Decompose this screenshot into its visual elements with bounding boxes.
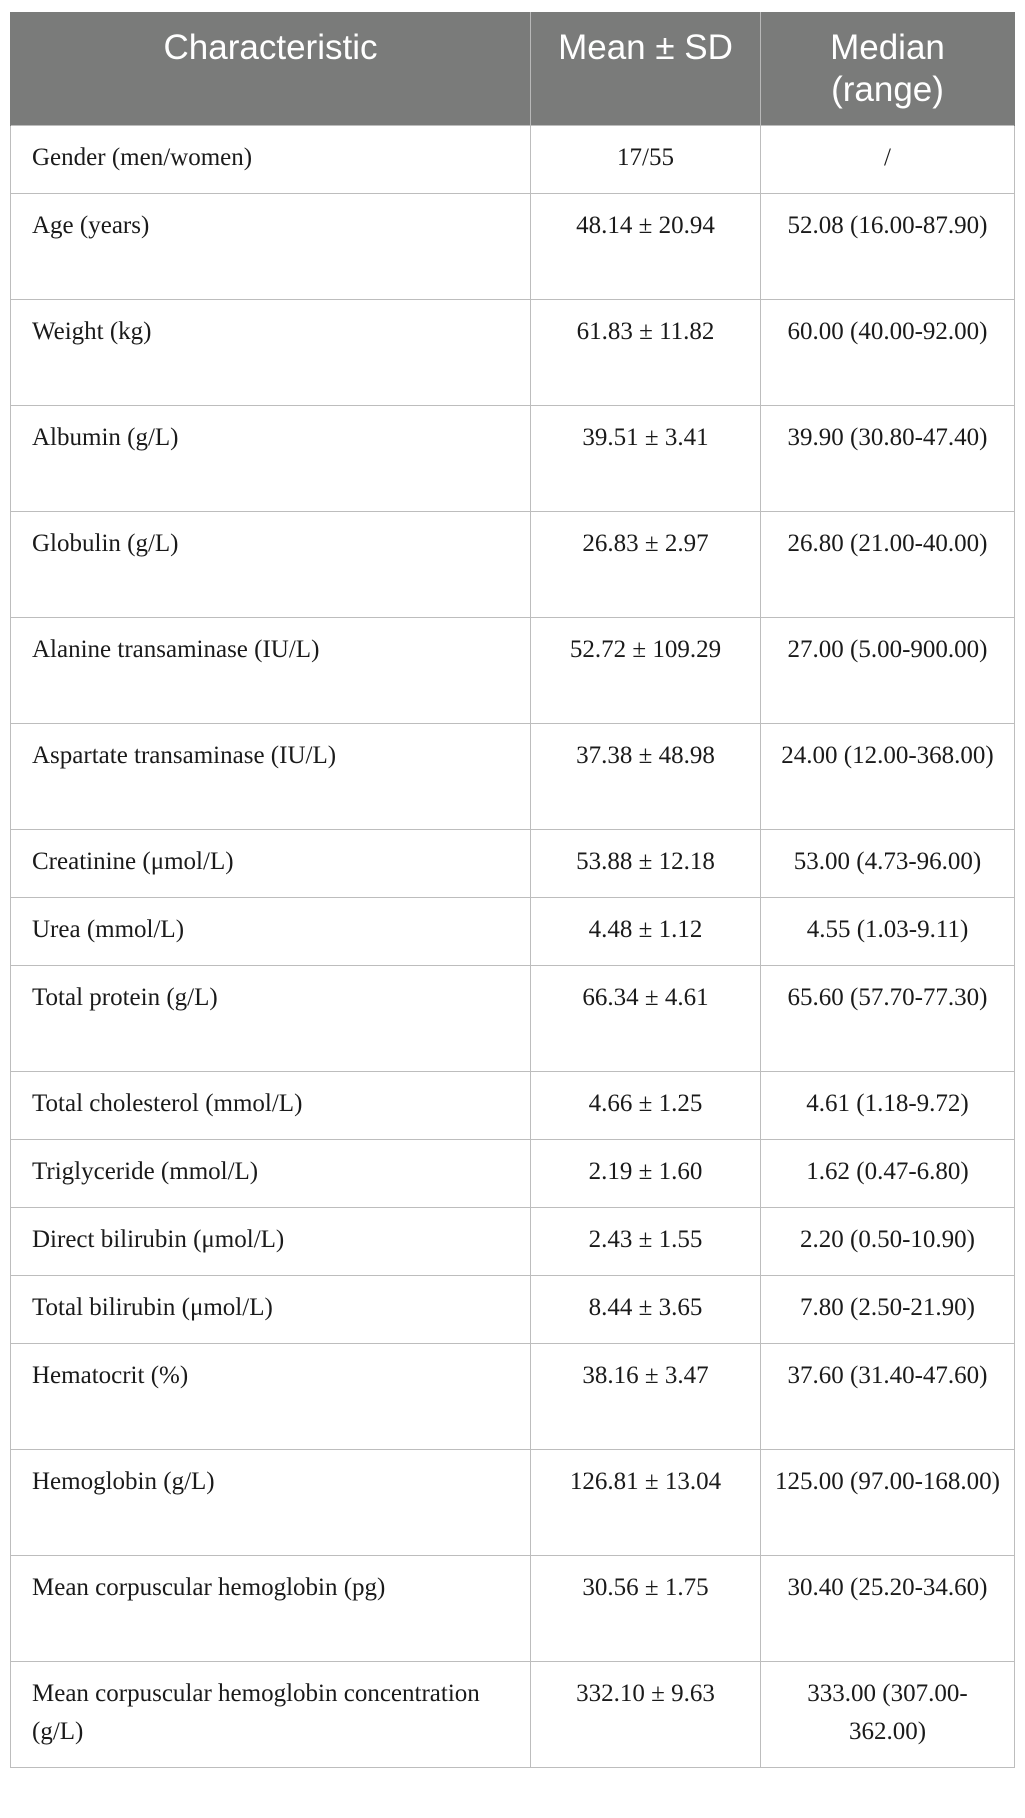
row-characteristic: Weight (kg) — [10, 299, 531, 406]
row-mean-sd: 37.38 ± 48.98 — [530, 723, 761, 830]
table-row: Albumin (g/L) 39.51 ± 3.41 39.90 (30.80-… — [10, 405, 1015, 512]
row-median-range: 333.00 (307.00-362.00) — [760, 1661, 1015, 1768]
row-mean-sd: 52.72 ± 109.29 — [530, 617, 761, 724]
row-mean-sd: 39.51 ± 3.41 — [530, 405, 761, 512]
row-mean-sd: 26.83 ± 2.97 — [530, 511, 761, 618]
row-median-range: 26.80 (21.00-40.00) — [760, 511, 1015, 618]
row-characteristic: Creatinine (μmol/L) — [10, 829, 531, 898]
row-median-range: 27.00 (5.00-900.00) — [760, 617, 1015, 724]
row-median-range: 65.60 (57.70-77.30) — [760, 965, 1015, 1072]
table-row: Urea (mmol/L) 4.48 ± 1.12 4.55 (1.03-9.1… — [10, 897, 1015, 966]
row-characteristic: Triglyceride (mmol/L) — [10, 1139, 531, 1208]
table-row: Creatinine (μmol/L) 53.88 ± 12.18 53.00 … — [10, 829, 1015, 898]
table-row: Hematocrit (%) 38.16 ± 3.47 37.60 (31.40… — [10, 1343, 1015, 1450]
row-characteristic: Total protein (g/L) — [10, 965, 531, 1072]
table-row: Mean corpuscular hemoglobin concentratio… — [10, 1661, 1015, 1768]
table-row: Total bilirubin (μmol/L) 8.44 ± 3.65 7.8… — [10, 1275, 1015, 1344]
row-characteristic: Aspartate transaminase (IU/L) — [10, 723, 531, 830]
row-median-range: 30.40 (25.20-34.60) — [760, 1555, 1015, 1662]
row-characteristic: Hemoglobin (g/L) — [10, 1449, 531, 1556]
row-median-range: 2.20 (0.50-10.90) — [760, 1207, 1015, 1276]
row-median-range: / — [760, 125, 1015, 194]
header-mean-sd: Mean ± SD — [530, 12, 761, 126]
row-characteristic: Albumin (g/L) — [10, 405, 531, 512]
table-header: Characteristic Mean ± SD Median (range) — [10, 12, 1015, 126]
row-mean-sd: 38.16 ± 3.47 — [530, 1343, 761, 1450]
row-median-range: 37.60 (31.40-47.60) — [760, 1343, 1015, 1450]
row-mean-sd: 66.34 ± 4.61 — [530, 965, 761, 1072]
row-characteristic: Mean corpuscular hemoglobin concentratio… — [10, 1661, 531, 1768]
row-median-range: 4.61 (1.18-9.72) — [760, 1071, 1015, 1140]
table-row: Globulin (g/L) 26.83 ± 2.97 26.80 (21.00… — [10, 511, 1015, 618]
row-mean-sd: 17/55 — [530, 125, 761, 194]
row-characteristic: Globulin (g/L) — [10, 511, 531, 618]
row-mean-sd: 61.83 ± 11.82 — [530, 299, 761, 406]
row-median-range: 53.00 (4.73-96.00) — [760, 829, 1015, 898]
table-body: Gender (men/women) 17/55 / Age (years) 4… — [10, 125, 1015, 1768]
table-row: Hemoglobin (g/L) 126.81 ± 13.04 125.00 (… — [10, 1449, 1015, 1556]
row-mean-sd: 332.10 ± 9.63 — [530, 1661, 761, 1768]
row-characteristic: Mean corpuscular hemoglobin (pg) — [10, 1555, 531, 1662]
row-characteristic: Hematocrit (%) — [10, 1343, 531, 1450]
row-mean-sd: 30.56 ± 1.75 — [530, 1555, 761, 1662]
header-row: Characteristic Mean ± SD Median (range) — [10, 12, 1015, 126]
row-median-range: 1.62 (0.47-6.80) — [760, 1139, 1015, 1208]
row-median-range: 7.80 (2.50-21.90) — [760, 1275, 1015, 1344]
row-median-range: 125.00 (97.00-168.00) — [760, 1449, 1015, 1556]
row-mean-sd: 4.48 ± 1.12 — [530, 897, 761, 966]
row-mean-sd: 8.44 ± 3.65 — [530, 1275, 761, 1344]
characteristics-table: Characteristic Mean ± SD Median (range) … — [10, 12, 1015, 1768]
row-characteristic: Age (years) — [10, 193, 531, 300]
table-row: Aspartate transaminase (IU/L) 37.38 ± 48… — [10, 723, 1015, 830]
row-characteristic: Urea (mmol/L) — [10, 897, 531, 966]
table-row: Age (years) 48.14 ± 20.94 52.08 (16.00-8… — [10, 193, 1015, 300]
row-mean-sd: 48.14 ± 20.94 — [530, 193, 761, 300]
table-row: Weight (kg) 61.83 ± 11.82 60.00 (40.00-9… — [10, 299, 1015, 406]
row-characteristic: Total bilirubin (μmol/L) — [10, 1275, 531, 1344]
table-row: Triglyceride (mmol/L) 2.19 ± 1.60 1.62 (… — [10, 1139, 1015, 1208]
row-mean-sd: 4.66 ± 1.25 — [530, 1071, 761, 1140]
header-characteristic: Characteristic — [10, 12, 531, 126]
row-median-range: 39.90 (30.80-47.40) — [760, 405, 1015, 512]
row-median-range: 52.08 (16.00-87.90) — [760, 193, 1015, 300]
table-row: Gender (men/women) 17/55 / — [10, 125, 1015, 194]
row-characteristic: Gender (men/women) — [10, 125, 531, 194]
row-characteristic: Alanine transaminase (IU/L) — [10, 617, 531, 724]
row-mean-sd: 2.19 ± 1.60 — [530, 1139, 761, 1208]
row-median-range: 60.00 (40.00-92.00) — [760, 299, 1015, 406]
row-mean-sd: 126.81 ± 13.04 — [530, 1449, 761, 1556]
characteristics-table-container: Characteristic Mean ± SD Median (range) … — [10, 12, 1015, 1768]
row-mean-sd: 53.88 ± 12.18 — [530, 829, 761, 898]
row-characteristic: Direct bilirubin (μmol/L) — [10, 1207, 531, 1276]
table-row: Mean corpuscular hemoglobin (pg) 30.56 ±… — [10, 1555, 1015, 1662]
row-median-range: 24.00 (12.00-368.00) — [760, 723, 1015, 830]
table-row: Alanine transaminase (IU/L) 52.72 ± 109.… — [10, 617, 1015, 724]
table-row: Total cholesterol (mmol/L) 4.66 ± 1.25 4… — [10, 1071, 1015, 1140]
row-median-range: 4.55 (1.03-9.11) — [760, 897, 1015, 966]
table-row: Direct bilirubin (μmol/L) 2.43 ± 1.55 2.… — [10, 1207, 1015, 1276]
header-median-range: Median (range) — [760, 12, 1015, 126]
row-mean-sd: 2.43 ± 1.55 — [530, 1207, 761, 1276]
table-row: Total protein (g/L) 66.34 ± 4.61 65.60 (… — [10, 965, 1015, 1072]
row-characteristic: Total cholesterol (mmol/L) — [10, 1071, 531, 1140]
